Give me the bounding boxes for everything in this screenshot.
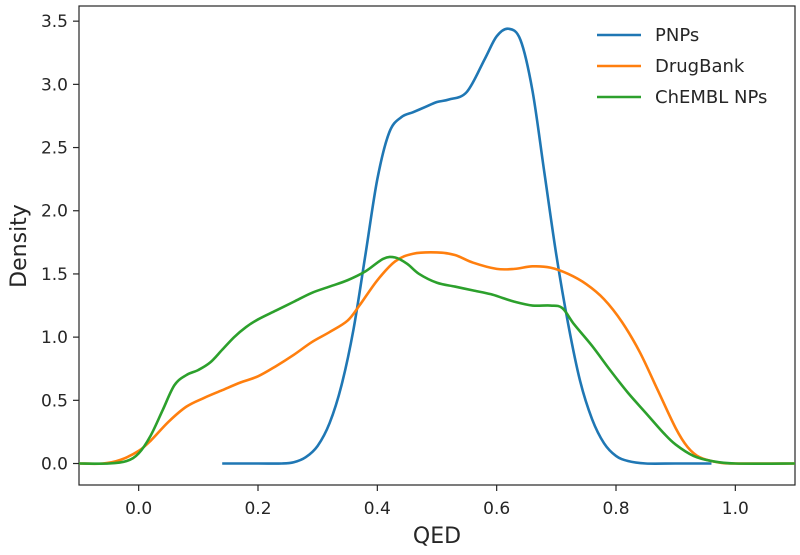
x-tick-label: 0.4	[364, 499, 391, 519]
legend: PNPs DrugBank ChEMBL NPs	[597, 25, 767, 108]
x-axis: 0.0 0.2 0.4 0.6 0.8 1.0	[125, 485, 749, 519]
x-tick-label: 0.8	[602, 499, 629, 519]
series-line-pnps	[222, 27, 712, 465]
y-tick-label: 1.5	[41, 265, 68, 285]
x-tick-label: 0.6	[483, 499, 510, 519]
y-tick-label: 3.0	[41, 75, 68, 95]
y-tick-label: 1.0	[41, 328, 68, 348]
x-axis-label: QED	[413, 524, 461, 549]
x-tick-label: 0.2	[244, 499, 271, 519]
legend-label-chembl-nps: ChEMBL NPs	[655, 87, 767, 108]
y-tick-label: 3.5	[41, 12, 68, 32]
y-tick-label: 2.0	[41, 202, 68, 222]
series-line-drugbank	[78, 251, 796, 466]
y-tick-label: 2.5	[41, 139, 68, 159]
legend-label-pnps: PNPs	[655, 25, 699, 46]
y-tick-label: 0.0	[41, 455, 68, 475]
x-tick-label: 1.0	[722, 499, 749, 519]
series-line-chembl-nps	[78, 255, 796, 465]
x-tick-label: 0.0	[125, 499, 152, 519]
series-lines	[78, 27, 796, 466]
y-axis: 0.0 0.5 1.0 1.5 2.0 2.5 3.0 3.5	[41, 12, 79, 475]
y-tick-label: 0.5	[41, 391, 68, 411]
plot-frame	[78, 5, 796, 486]
y-axis-label: Density	[7, 204, 32, 288]
legend-label-drugbank: DrugBank	[655, 56, 745, 77]
